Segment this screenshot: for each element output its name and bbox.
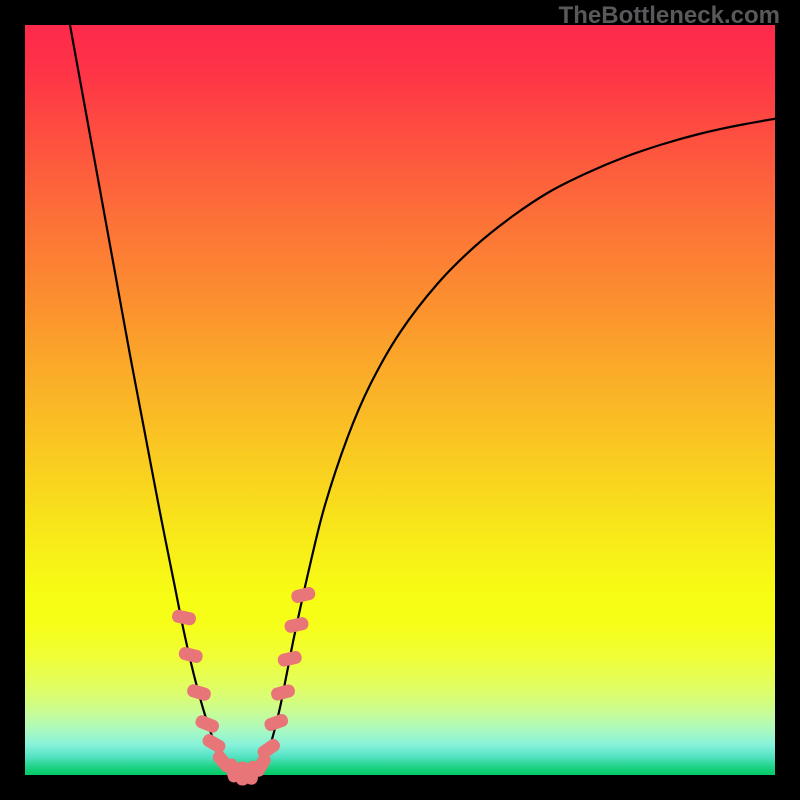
bottleneck-chart	[0, 0, 800, 800]
chart-frame: TheBottleneck.com	[0, 0, 800, 800]
watermark-text: TheBottleneck.com	[559, 2, 780, 30]
